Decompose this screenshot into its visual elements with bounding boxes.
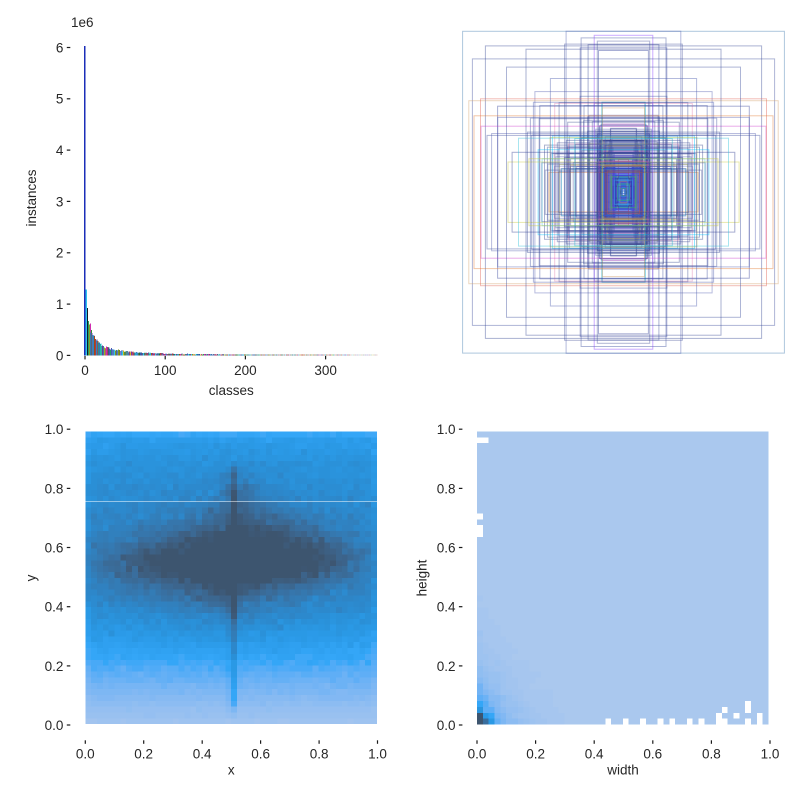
svg-text:0.8: 0.8 bbox=[437, 481, 456, 496]
svg-text:300: 300 bbox=[314, 363, 337, 378]
svg-text:instances: instances bbox=[24, 169, 39, 226]
svg-text:x: x bbox=[228, 762, 235, 777]
svg-text:1.0: 1.0 bbox=[45, 422, 64, 437]
svg-text:0.2: 0.2 bbox=[526, 747, 545, 762]
svg-text:width: width bbox=[606, 762, 639, 777]
svg-text:5: 5 bbox=[56, 92, 64, 107]
svg-text:0: 0 bbox=[81, 363, 89, 378]
svg-text:0.6: 0.6 bbox=[437, 540, 456, 555]
svg-text:0.8: 0.8 bbox=[702, 747, 721, 762]
svg-text:200: 200 bbox=[234, 363, 257, 378]
svg-text:0.0: 0.0 bbox=[437, 718, 456, 733]
svg-text:0: 0 bbox=[56, 348, 64, 363]
svg-text:1e6: 1e6 bbox=[71, 15, 94, 30]
svg-text:0.2: 0.2 bbox=[45, 659, 64, 674]
svg-text:4: 4 bbox=[56, 143, 64, 158]
svg-text:0.6: 0.6 bbox=[643, 747, 662, 762]
svg-text:1: 1 bbox=[56, 297, 64, 312]
svg-text:1.0: 1.0 bbox=[437, 422, 456, 437]
svg-text:0.2: 0.2 bbox=[134, 747, 153, 762]
svg-text:0.4: 0.4 bbox=[193, 747, 212, 762]
svg-text:1.0: 1.0 bbox=[368, 747, 387, 762]
svg-text:0.8: 0.8 bbox=[310, 747, 329, 762]
svg-text:100: 100 bbox=[154, 363, 177, 378]
svg-text:0.4: 0.4 bbox=[45, 600, 64, 615]
svg-text:0.4: 0.4 bbox=[437, 600, 456, 615]
svg-text:0.0: 0.0 bbox=[76, 747, 95, 762]
svg-text:0.2: 0.2 bbox=[437, 659, 456, 674]
svg-text:6: 6 bbox=[56, 40, 64, 55]
svg-text:y: y bbox=[24, 574, 39, 581]
svg-text:0.8: 0.8 bbox=[45, 481, 64, 496]
svg-text:classes: classes bbox=[209, 383, 254, 398]
svg-text:2: 2 bbox=[56, 246, 64, 261]
svg-text:3: 3 bbox=[56, 194, 64, 209]
svg-text:0.4: 0.4 bbox=[585, 747, 604, 762]
svg-text:0.6: 0.6 bbox=[251, 747, 270, 762]
svg-text:0.6: 0.6 bbox=[45, 540, 64, 555]
svg-text:0.0: 0.0 bbox=[45, 718, 64, 733]
svg-text:height: height bbox=[415, 559, 430, 596]
svg-text:1.0: 1.0 bbox=[761, 747, 780, 762]
svg-text:0.0: 0.0 bbox=[468, 747, 487, 762]
